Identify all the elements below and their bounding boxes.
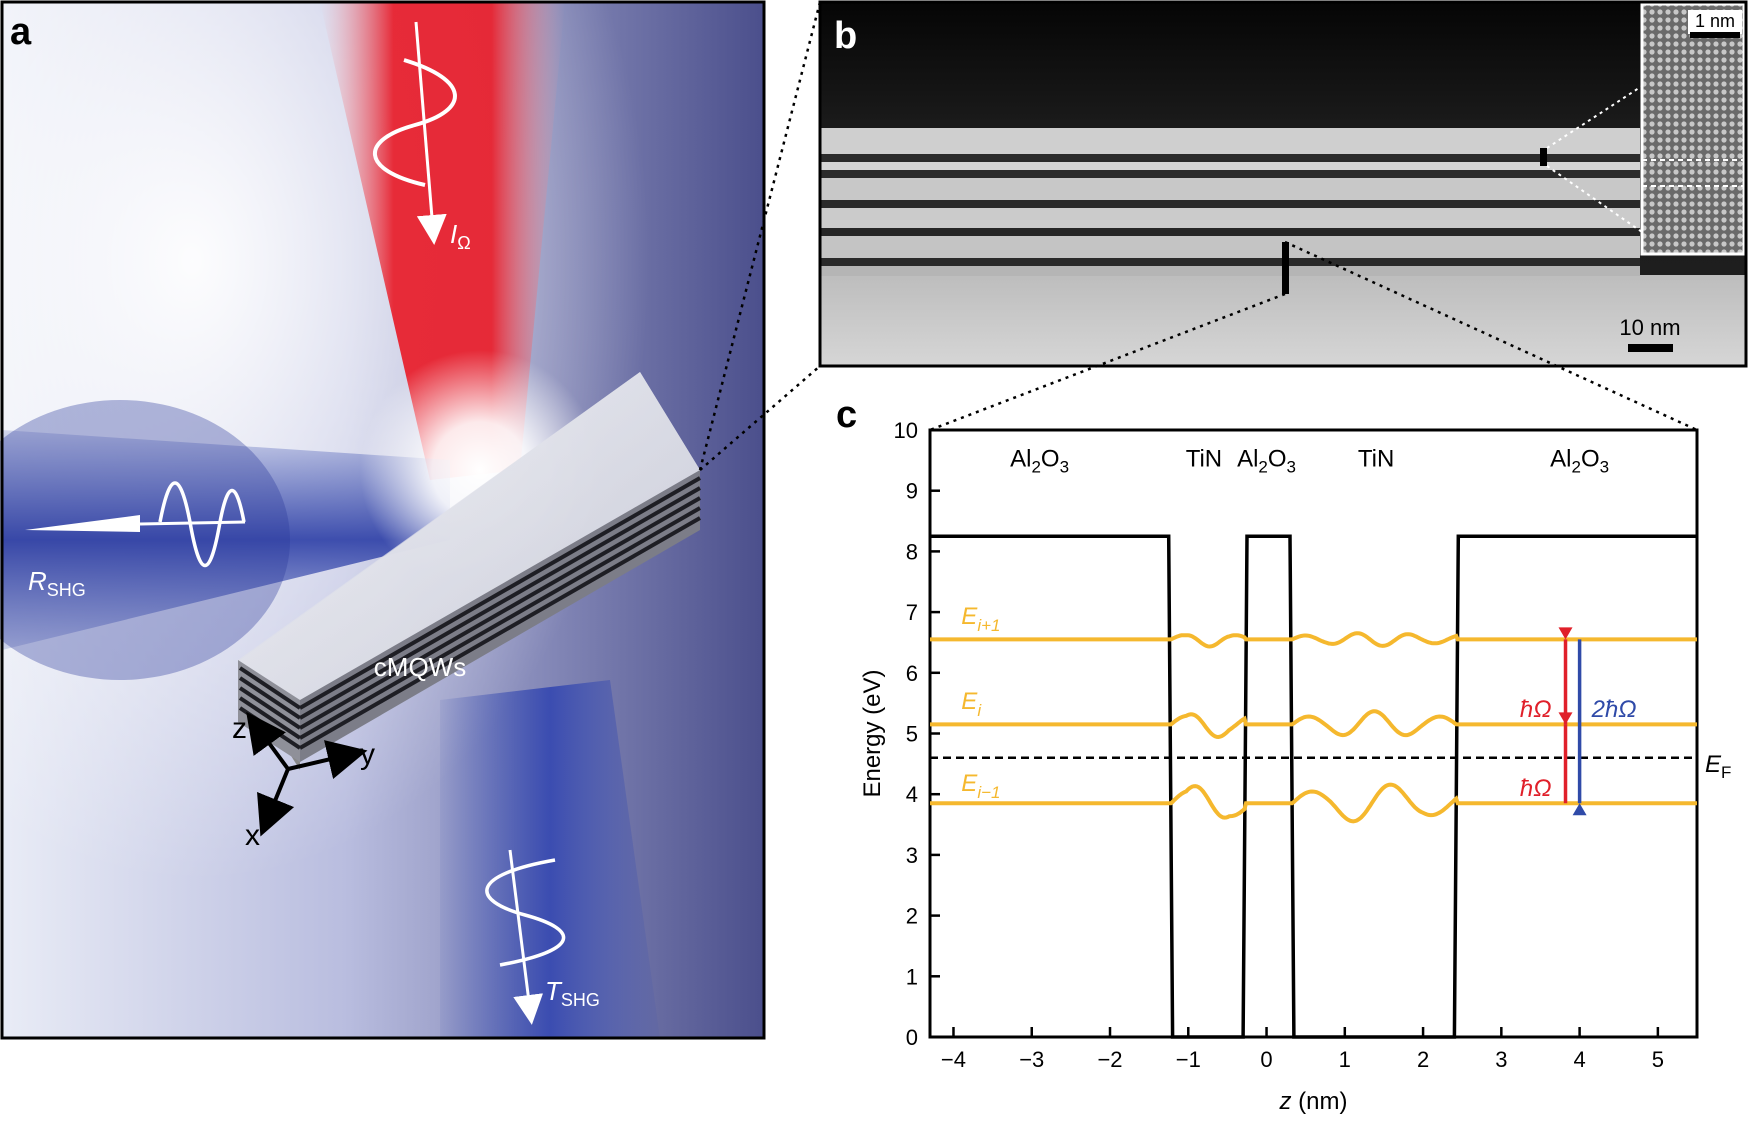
inset-scale-bar	[1690, 32, 1740, 38]
panel-a-label: a	[10, 11, 32, 53]
x-tick-label: 3	[1495, 1047, 1507, 1072]
x-axis-arrow	[257, 768, 295, 837]
cmqws-label: cMQWs	[374, 652, 466, 682]
main-scale-bar	[1628, 344, 1673, 352]
material-labels: Al2O3 TiN Al2O3 TiN Al2O3	[1010, 445, 1609, 476]
material-label: Al2O3	[1010, 445, 1069, 476]
y-tick-label: 5	[906, 722, 918, 747]
y-tick-label: 0	[906, 1025, 918, 1050]
photon-label-lower: ħΩ	[1520, 775, 1552, 802]
x-axis-label: x	[245, 819, 260, 852]
link-a-b-top	[698, 1, 822, 471]
reflected-beam-halo	[0, 400, 290, 680]
potential-profile	[930, 534, 1697, 1039]
energy-level-label: Ei+1	[961, 603, 1000, 635]
energy-levels: Ei+1 Ei Ei−1	[930, 603, 1697, 824]
y-axis-arrow	[287, 740, 368, 780]
axis-triad: z y x	[232, 711, 375, 852]
reflected-arrow-line	[139, 520, 246, 526]
energy-level-label: Ei	[961, 688, 982, 720]
y-axis-label: y	[360, 738, 375, 771]
material-label: TiN	[1186, 445, 1222, 472]
y-tick-label: 4	[906, 782, 918, 807]
pump-arrow	[414, 21, 447, 245]
tem-layers	[820, 128, 1640, 276]
x-tick-label: 0	[1260, 1047, 1272, 1072]
transmitted-shg-beam	[440, 680, 660, 1038]
tem-marker-inset	[1540, 148, 1547, 166]
x-tick-label: 4	[1573, 1047, 1585, 1072]
x-tick-label: −1	[1176, 1047, 1201, 1072]
fermi-level-label: EF	[1705, 751, 1731, 782]
inset-scale-box	[1688, 10, 1742, 34]
y-axis-title: Energy (eV)	[859, 669, 886, 797]
panel-c-label: c	[836, 394, 857, 436]
link-b-c-right	[1284, 240, 1698, 432]
transmitted-arrow	[508, 849, 544, 1025]
shg-arrow-head	[1572, 803, 1587, 816]
y-tick-label: 9	[906, 479, 918, 504]
x-tick-label: −4	[941, 1047, 966, 1072]
reflected-shg-beam	[2, 430, 450, 650]
tem-marker-main	[1282, 242, 1289, 294]
panel-b: 1 nm 10 nm b	[818, 0, 1748, 368]
y-ticks: 0 1 2 3 4 5 6 7 8 9 10	[894, 418, 940, 1050]
panel-b-label: b	[834, 15, 857, 57]
x-tick-label: 1	[1339, 1047, 1351, 1072]
y-tick-label: 8	[906, 539, 918, 564]
panel-a: cMQWs IΩ RSHG TSHG z y x a	[0, 0, 766, 1040]
x-ticks: −4 −3 −2 −1 0 1 2 3 4 5	[941, 1027, 1664, 1072]
panel-a-border	[0, 0, 766, 1040]
x-tick-label: 5	[1652, 1047, 1664, 1072]
energy-level-curve	[930, 782, 1697, 824]
y-tick-label: 7	[906, 600, 918, 625]
y-tick-label: 6	[906, 661, 918, 686]
inset-link-top	[1546, 85, 1643, 149]
main-scale-label: 10 nm	[1619, 315, 1680, 340]
inset-link-bottom	[1546, 165, 1643, 233]
y-tick-label: 2	[906, 904, 918, 929]
x-tick-label: −2	[1097, 1047, 1122, 1072]
inset-scale-label: 1 nm	[1695, 11, 1735, 31]
reflected-label: RSHG	[28, 566, 86, 600]
panel-b-border	[818, 0, 1748, 368]
material-label: TiN	[1358, 445, 1394, 472]
material-label: Al2O3	[1237, 445, 1296, 476]
x-axis-title: z (nm)	[1279, 1088, 1348, 1115]
energy-level-curve	[930, 631, 1697, 649]
reflected-wave	[158, 481, 246, 568]
pump-wave	[372, 58, 457, 187]
photon-label-upper: ħΩ	[1520, 696, 1552, 723]
y-tick-label: 3	[906, 843, 918, 868]
tem-inset	[1642, 4, 1744, 254]
transitions: ħΩ ħΩ 2ħΩ	[1520, 627, 1637, 816]
energy-level-curve	[930, 709, 1697, 740]
x-tick-label: 2	[1417, 1047, 1429, 1072]
z-axis-label: z	[232, 712, 247, 745]
reflected-arrow	[25, 515, 140, 532]
transmitted-label: TSHG	[545, 976, 600, 1010]
pump-intensity-label: IΩ	[450, 219, 471, 253]
z-axis-arrow	[246, 711, 290, 771]
x-tick-label: −3	[1019, 1047, 1044, 1072]
transmitted-wave	[485, 858, 566, 967]
material-label: Al2O3	[1550, 445, 1609, 476]
shg-label: 2ħΩ	[1591, 696, 1637, 723]
photon-arrow-upper-head	[1558, 627, 1573, 640]
slab-layers	[238, 476, 701, 750]
y-tick-label: 1	[906, 964, 918, 989]
energy-level-label: Ei−1	[961, 770, 1000, 802]
plot-frame	[928, 428, 1699, 1039]
link-a-b-bottom	[699, 365, 821, 471]
y-tick-label: 10	[894, 418, 918, 443]
cmqw-slab: cMQWs	[238, 372, 701, 770]
